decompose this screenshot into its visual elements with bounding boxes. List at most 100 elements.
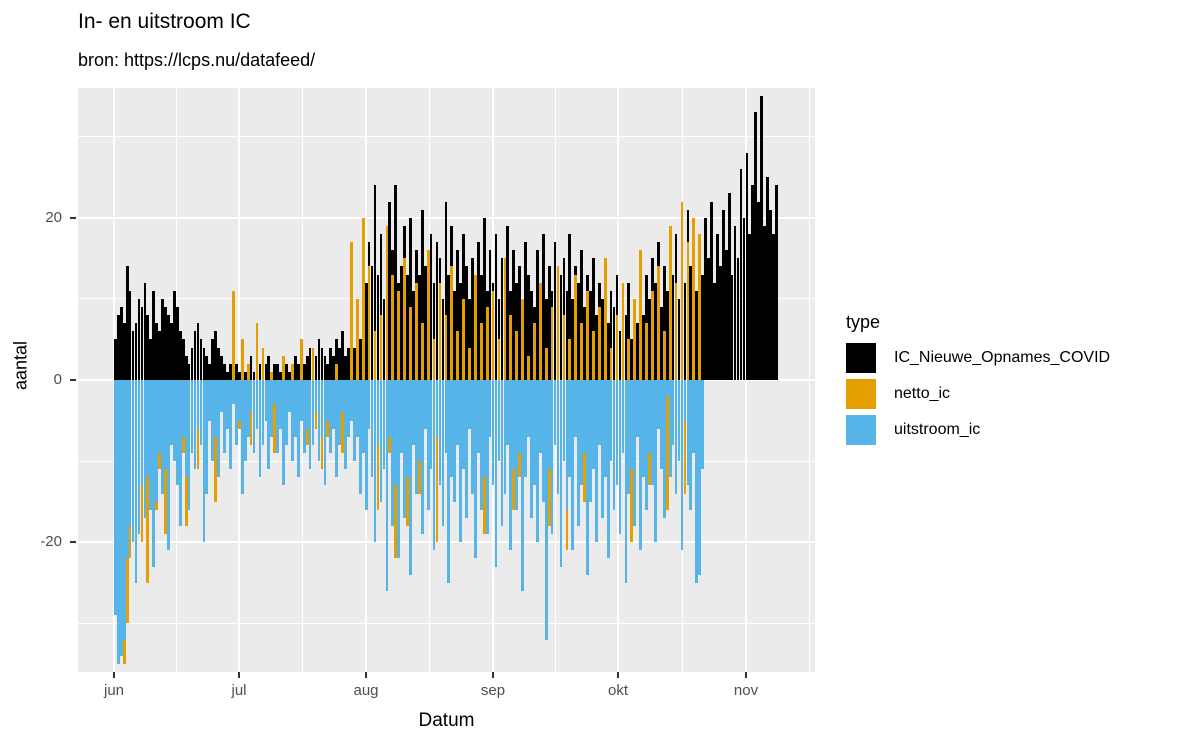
bar-uitstroom_ic — [299, 380, 303, 421]
bar-uitstroom_ic — [252, 380, 256, 453]
bar-uitstroom_ic — [394, 380, 398, 486]
bar-uitstroom_ic — [376, 380, 380, 445]
x-axis-tick-labels: jun jul aug sep okt nov — [0, 682, 1188, 706]
bar-uitstroom_ic — [609, 380, 613, 462]
bar-IC_Nieuwe_Opnames_COVID — [417, 274, 421, 380]
bar-uitstroom_ic — [500, 380, 504, 526]
bar-uitstroom_ic — [530, 380, 533, 518]
bar-IC_Nieuwe_Opnames_COVID — [718, 266, 722, 380]
bar-IC_Nieuwe_Opnames_COVID — [627, 282, 631, 380]
bar-uitstroom_ic — [329, 380, 333, 453]
bar-netto_ic — [674, 282, 678, 380]
bar-uitstroom_ic — [642, 380, 645, 478]
bar-netto_ic — [686, 242, 690, 380]
legend-item[interactable]: uitstroom_ic — [846, 412, 1176, 448]
bar-IC_Nieuwe_Opnames_COVID — [609, 290, 613, 380]
legend-color-swatch-icon — [846, 379, 876, 409]
bar-netto_ic — [550, 307, 554, 380]
bar-uitstroom_ic — [497, 380, 501, 462]
bar-IC_Nieuwe_Opnames_COVID — [488, 250, 492, 380]
bar-netto_ic — [438, 282, 442, 380]
bar-netto_ic — [657, 266, 660, 380]
bar-netto_ic — [645, 323, 648, 380]
bar-IC_Nieuwe_Opnames_COVID — [226, 371, 229, 380]
bar-uitstroom_ic — [482, 380, 486, 478]
y-tick-mark — [70, 541, 76, 544]
bar-uitstroom_ic — [175, 380, 179, 486]
bar-uitstroom_ic — [435, 380, 439, 437]
y-tick-mark — [70, 379, 76, 381]
bar-uitstroom_ic — [677, 380, 681, 462]
bar-IC_Nieuwe_Opnames_COVID — [710, 201, 713, 380]
bar-IC_Nieuwe_Opnames_COVID — [161, 298, 164, 380]
bar-netto_ic — [214, 380, 218, 502]
bar-uitstroom_ic — [547, 380, 551, 470]
bar-IC_Nieuwe_Opnames_COVID — [724, 250, 728, 380]
bar-IC_Nieuwe_Opnames_COVID — [175, 307, 179, 380]
bar-IC_Nieuwe_Opnames_COVID — [258, 363, 262, 380]
bar-IC_Nieuwe_Opnames_COVID — [202, 347, 206, 380]
bar-uitstroom_ic — [279, 380, 282, 429]
bar-uitstroom_ic — [128, 380, 132, 526]
y-tick-label: -20 — [40, 533, 62, 551]
bar-uitstroom_ic — [137, 380, 141, 535]
bar-uitstroom_ic — [417, 380, 421, 462]
bar-netto_ic — [385, 225, 389, 380]
bar-uitstroom_ic — [367, 380, 371, 429]
x-tick-mark — [492, 672, 494, 678]
bar-uitstroom_ic — [276, 380, 279, 453]
bar-netto_ic — [568, 339, 572, 380]
bar-uitstroom_ic — [184, 380, 188, 478]
bar-uitstroom_ic — [355, 380, 359, 437]
legend-item[interactable]: netto_ic — [846, 376, 1176, 412]
bar-uitstroom_ic — [220, 380, 223, 413]
bar-netto_ic — [426, 250, 430, 380]
bar-IC_Nieuwe_Opnames_COVID — [721, 209, 725, 380]
bar-IC_Nieuwe_Opnames_COVID — [217, 347, 220, 380]
bar-netto_ic — [668, 225, 672, 380]
bar-netto_ic — [651, 290, 654, 380]
bar-IC_Nieuwe_Opnames_COVID — [677, 298, 681, 380]
x-tick-mark — [745, 672, 747, 678]
bar-netto_ic — [232, 290, 235, 380]
legend-item[interactable]: IC_Nieuwe_Opnames_COVID — [846, 340, 1176, 376]
gridline-minor-horizontal — [78, 460, 815, 462]
bar-IC_Nieuwe_Opnames_COVID — [568, 234, 572, 380]
gridline-minor-horizontal — [78, 136, 815, 138]
bar-uitstroom_ic — [459, 380, 462, 543]
bar-uitstroom_ic — [267, 380, 271, 470]
gridline-minor-horizontal — [78, 622, 815, 624]
y-axis-title: aantal — [10, 340, 31, 391]
bar-uitstroom_ic — [527, 380, 530, 437]
bar-uitstroom_ic — [158, 380, 161, 453]
bar-IC_Nieuwe_Opnames_COVID — [181, 339, 185, 380]
bar-uitstroom_ic — [668, 380, 672, 478]
bar-uitstroom_ic — [370, 380, 374, 478]
bar-netto_ic — [533, 323, 536, 380]
x-tick-label: sep — [480, 682, 506, 699]
bar-netto_ic — [450, 266, 454, 380]
bar-uitstroom_ic — [164, 380, 167, 470]
bar-uitstroom_ic — [577, 380, 581, 526]
bar-uitstroom_ic — [420, 380, 424, 535]
bar-netto_ic — [246, 363, 250, 380]
bar-uitstroom_ic — [471, 380, 474, 494]
bar-uitstroom_ic — [639, 380, 642, 551]
bar-IC_Nieuwe_Opnames_COVID — [763, 225, 766, 380]
legend-item-label: netto_ic — [894, 385, 951, 402]
bar-netto_ic — [633, 298, 637, 380]
bar-IC_Nieuwe_Opnames_COVID — [323, 355, 327, 380]
bar-IC_Nieuwe_Opnames_COVID — [527, 274, 530, 380]
bar-uitstroom_ic — [285, 380, 288, 445]
bar-uitstroom_ic — [205, 380, 209, 494]
legend-color-swatch-icon — [846, 343, 876, 373]
bar-uitstroom_ic — [240, 380, 244, 494]
bar-IC_Nieuwe_Opnames_COVID — [565, 290, 569, 380]
bar-uitstroom_ic — [627, 380, 631, 494]
bar-uitstroom_ic — [686, 380, 690, 486]
bar-uitstroom_ic — [167, 380, 170, 551]
bar-IC_Nieuwe_Opnames_COVID — [143, 282, 147, 380]
bar-IC_Nieuwe_Opnames_COVID — [229, 363, 232, 380]
bar-netto_ic — [367, 266, 371, 380]
